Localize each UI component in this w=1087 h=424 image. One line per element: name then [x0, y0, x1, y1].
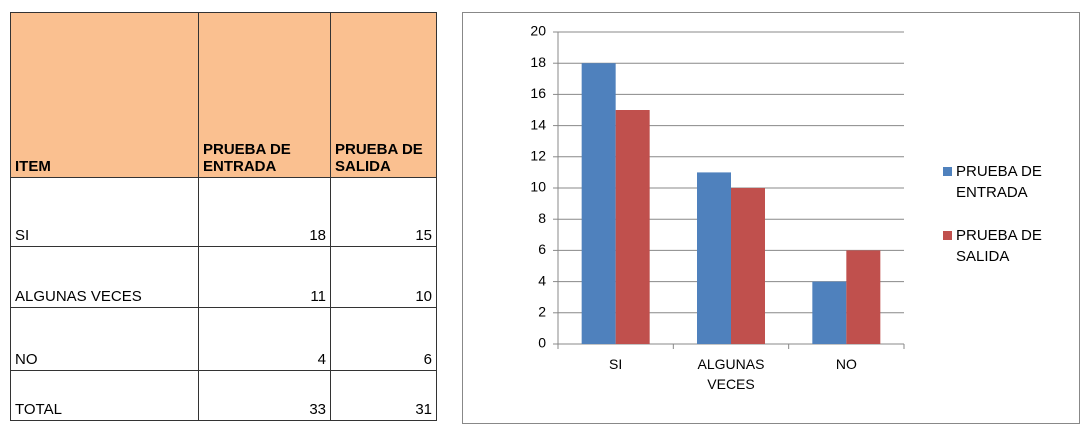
x-tick-label: SI — [609, 356, 623, 372]
y-tick-label: 18 — [530, 54, 546, 70]
header-cell: ITEM — [10, 12, 199, 178]
y-tick-label: 12 — [530, 148, 546, 164]
y-tick-label: 0 — [538, 335, 546, 351]
table-cell: 33 — [198, 370, 331, 421]
y-tick-label: 16 — [530, 85, 546, 101]
header-cell: PRUEBA DE ENTRADA — [198, 12, 331, 178]
table-cell: 4 — [198, 307, 331, 371]
bar — [812, 281, 847, 344]
y-tick-label: 4 — [538, 272, 546, 288]
table-cell: 10 — [330, 246, 437, 308]
table-cell: TOTAL — [10, 370, 199, 421]
y-tick-label: 6 — [538, 241, 546, 257]
table-cell: 6 — [330, 307, 437, 371]
x-tick-label: ALGUNAS VECES — [697, 356, 765, 392]
y-tick-label: 14 — [530, 116, 546, 132]
y-tick-label: 2 — [538, 304, 546, 320]
chart-svg: 0 2 4 6 8 10 12 14 16 18 20 — [530, 23, 905, 351]
table-cell: ALGUNAS VECES — [10, 246, 199, 308]
table-body: ITEM PRUEBA DE ENTRADA PRUEBA DE SALIDA SI 1… — [10, 12, 437, 421]
bar — [581, 63, 616, 344]
bar — [731, 188, 765, 344]
bar — [697, 172, 731, 344]
table-row: TOTAL 33 31 — [10, 370, 437, 421]
table-row: NO 4 6 — [10, 307, 437, 371]
y-tick-label: 8 — [538, 210, 546, 226]
legend-item: PRUEBA DE ENTRADA — [943, 161, 1073, 203]
legend-item: PRUEBA DE SALIDA — [943, 225, 1073, 267]
table-cell: 15 — [330, 177, 437, 247]
table-cell: NO — [10, 307, 199, 371]
bar — [615, 110, 650, 344]
legend-label: PRUEBA DE ENTRADA — [956, 163, 1042, 201]
y-tick-label: 20 — [530, 23, 546, 39]
y-tick-label: 10 — [530, 179, 546, 195]
table-cell: 31 — [330, 370, 437, 421]
table-cell: 18 — [198, 177, 331, 247]
table-cell: SI — [10, 177, 199, 247]
header-cell: PRUEBA DE SALIDA — [330, 12, 437, 178]
table-cell: 11 — [198, 246, 331, 308]
header-row: ITEM PRUEBA DE ENTRADA PRUEBA DE SALIDA — [10, 12, 437, 178]
legend-swatch — [943, 231, 952, 240]
data-table: ITEM PRUEBA DE ENTRADA PRUEBA DE SALIDA SI 1… — [10, 12, 437, 421]
table-row: ALGUNAS VECES 11 10 — [10, 246, 437, 308]
legend-swatch — [943, 167, 952, 176]
x-tick-label: NO — [835, 356, 857, 372]
legend-label: PRUEBA DE SALIDA — [956, 227, 1042, 265]
bar — [846, 250, 881, 344]
table-row: SI 18 15 — [10, 177, 437, 247]
legend: PRUEBA DE ENTRADA PRUEBA DE SALIDA — [943, 161, 1073, 289]
chart: 0 2 4 6 8 10 12 14 16 18 20 PRUEBA DE ENTRADA PRUEB… — [462, 12, 1080, 424]
